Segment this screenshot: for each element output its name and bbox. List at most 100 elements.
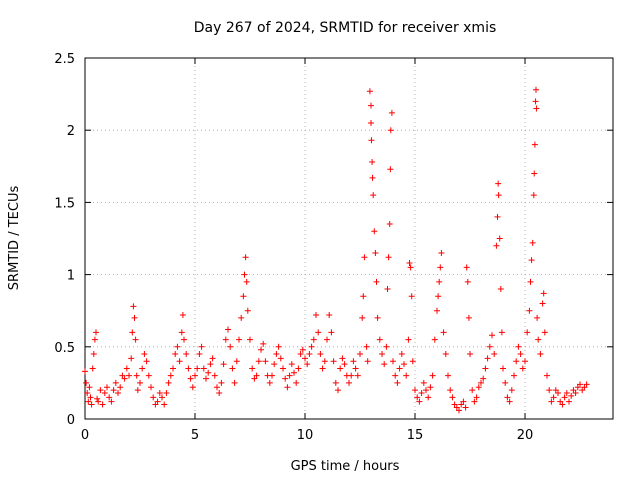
data-point [435,293,442,300]
y-tick-label: 1 [67,269,75,284]
data-point [371,228,378,235]
data-point [531,141,538,148]
data-point [437,264,444,271]
data-point [163,390,170,397]
data-point [506,398,513,405]
data-point [519,365,526,372]
data-point [420,379,427,386]
data-point [269,372,275,379]
data-point [83,379,90,386]
data-point [85,398,92,405]
data-point [438,249,445,256]
data-point [462,404,469,411]
data-point [354,372,361,379]
data-point [299,346,306,353]
data-point [416,398,423,405]
data-point [469,387,476,394]
data-point [179,312,186,319]
data-point [366,88,373,95]
data-point [396,365,403,372]
data-point [139,365,146,372]
data-point [398,351,405,358]
data-point [559,401,566,408]
data-point [359,314,366,321]
data-point [496,235,503,242]
data-point [117,384,124,391]
data-point [229,365,236,372]
data-point [328,329,335,336]
data-point [332,379,339,386]
x-tick-label: 0 [81,428,89,443]
data-point [363,343,370,350]
data-point [128,355,135,362]
y-tick-label: 0.5 [54,341,75,356]
data-point [104,384,110,391]
data-point [337,365,344,372]
data-point [527,278,534,285]
data-point [515,343,522,350]
data-point [471,398,478,405]
data-point [532,98,539,105]
data-point [161,401,168,408]
data-point [498,329,505,336]
data-point [497,286,504,293]
data-point [376,336,383,343]
data-point [511,372,517,379]
data-point [390,358,396,365]
data-point [231,379,238,386]
data-point [286,372,293,379]
chart-title: Day 267 of 2024, SRMTID for receiver xmi… [194,20,497,36]
data-point [203,375,209,382]
data-point [381,361,388,368]
data-point [156,390,163,397]
plot-frame [84,57,614,420]
data-point [368,137,375,144]
data-point [386,221,393,228]
data-point [513,358,520,365]
data-point [130,303,137,310]
data-point [480,375,487,382]
data-point [372,249,379,256]
data-point [280,365,286,372]
data-point [115,390,121,397]
data-point [131,314,138,321]
data-point [112,379,119,386]
data-point [84,390,91,397]
data-point [326,312,333,319]
data-point [123,365,130,372]
data-point [427,384,434,391]
data-point [121,375,128,382]
data-point [541,329,548,336]
data-point [86,384,93,391]
data-point [101,390,108,397]
data-point [271,361,278,368]
data-point [392,372,399,379]
data-point [172,351,179,358]
data-point [500,365,506,372]
data-point [141,351,148,358]
data-point [284,384,291,391]
data-point [91,336,98,343]
data-point [187,375,194,382]
data-point [583,381,590,388]
data-point [87,394,94,401]
axis-ticks: 0 5 10 15 20 0 0.5 1 1.5 2 2.5 [54,52,613,443]
data-point [236,336,242,343]
data-point [383,343,390,350]
data-point [412,387,418,394]
data-point [361,254,368,261]
data-point [154,398,161,405]
data-point [388,109,395,116]
data-point [534,314,541,321]
data-point [95,398,102,405]
y-tick-label: 1.5 [54,196,75,211]
x-tick-label: 10 [297,428,314,443]
data-point [533,105,540,112]
data-point [460,398,467,405]
x-tick-label: 5 [191,428,199,443]
data-point [394,379,401,386]
data-point [364,358,371,365]
data-point [429,372,436,379]
data-point [304,361,311,368]
data-point [293,379,300,386]
